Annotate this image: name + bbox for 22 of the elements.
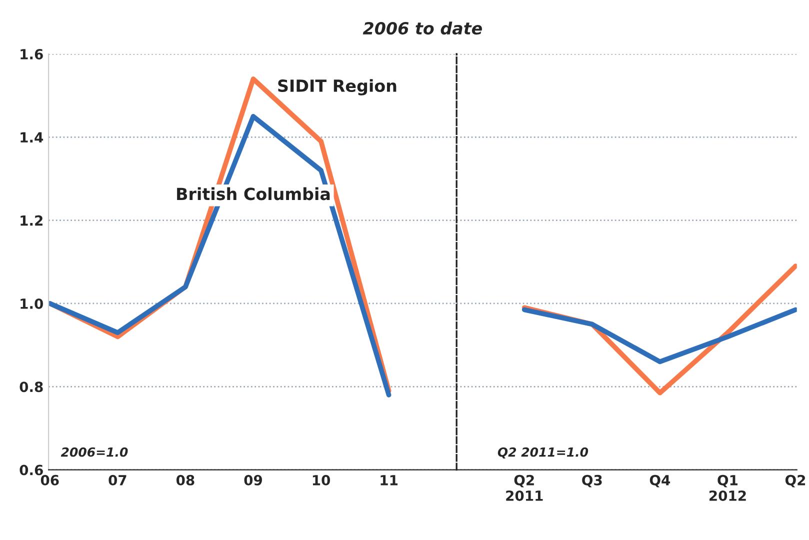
x-tick-label: 09 — [244, 474, 262, 486]
y-tick-label: 1.4 — [20, 132, 44, 142]
x-tick-label: Q3 — [582, 474, 602, 488]
y-tick-label: 1.6 — [20, 48, 43, 60]
y-tick-label: 1.0 — [20, 298, 44, 309]
x-tick-label: Q2 — [785, 474, 806, 488]
x-tick-label: 06 — [40, 474, 59, 486]
y-tick-label: 0.6 — [20, 464, 43, 476]
x-tick-label: Q2 2011 — [506, 474, 543, 501]
x-tick-label: Q1 2012 — [709, 474, 746, 501]
x-tick-label: 08 — [176, 474, 194, 486]
x-tick-label: 07 — [108, 474, 126, 486]
chart-subtitle: 2006 to date — [362, 22, 482, 35]
x-tick-label: 10 — [312, 474, 330, 486]
annotation: 2006=1.0 — [60, 447, 128, 457]
y-tick-label: 1.2 — [20, 215, 42, 226]
x-tick-label: 11 — [380, 475, 398, 486]
annotation: Q2 2011=1.0 — [498, 447, 588, 458]
series-label: SIDIT Region — [278, 79, 396, 96]
x-tick-label: Q4 — [650, 474, 670, 488]
series-label: British Columbia — [177, 187, 330, 200]
y-tick-label: 0.8 — [20, 382, 43, 392]
